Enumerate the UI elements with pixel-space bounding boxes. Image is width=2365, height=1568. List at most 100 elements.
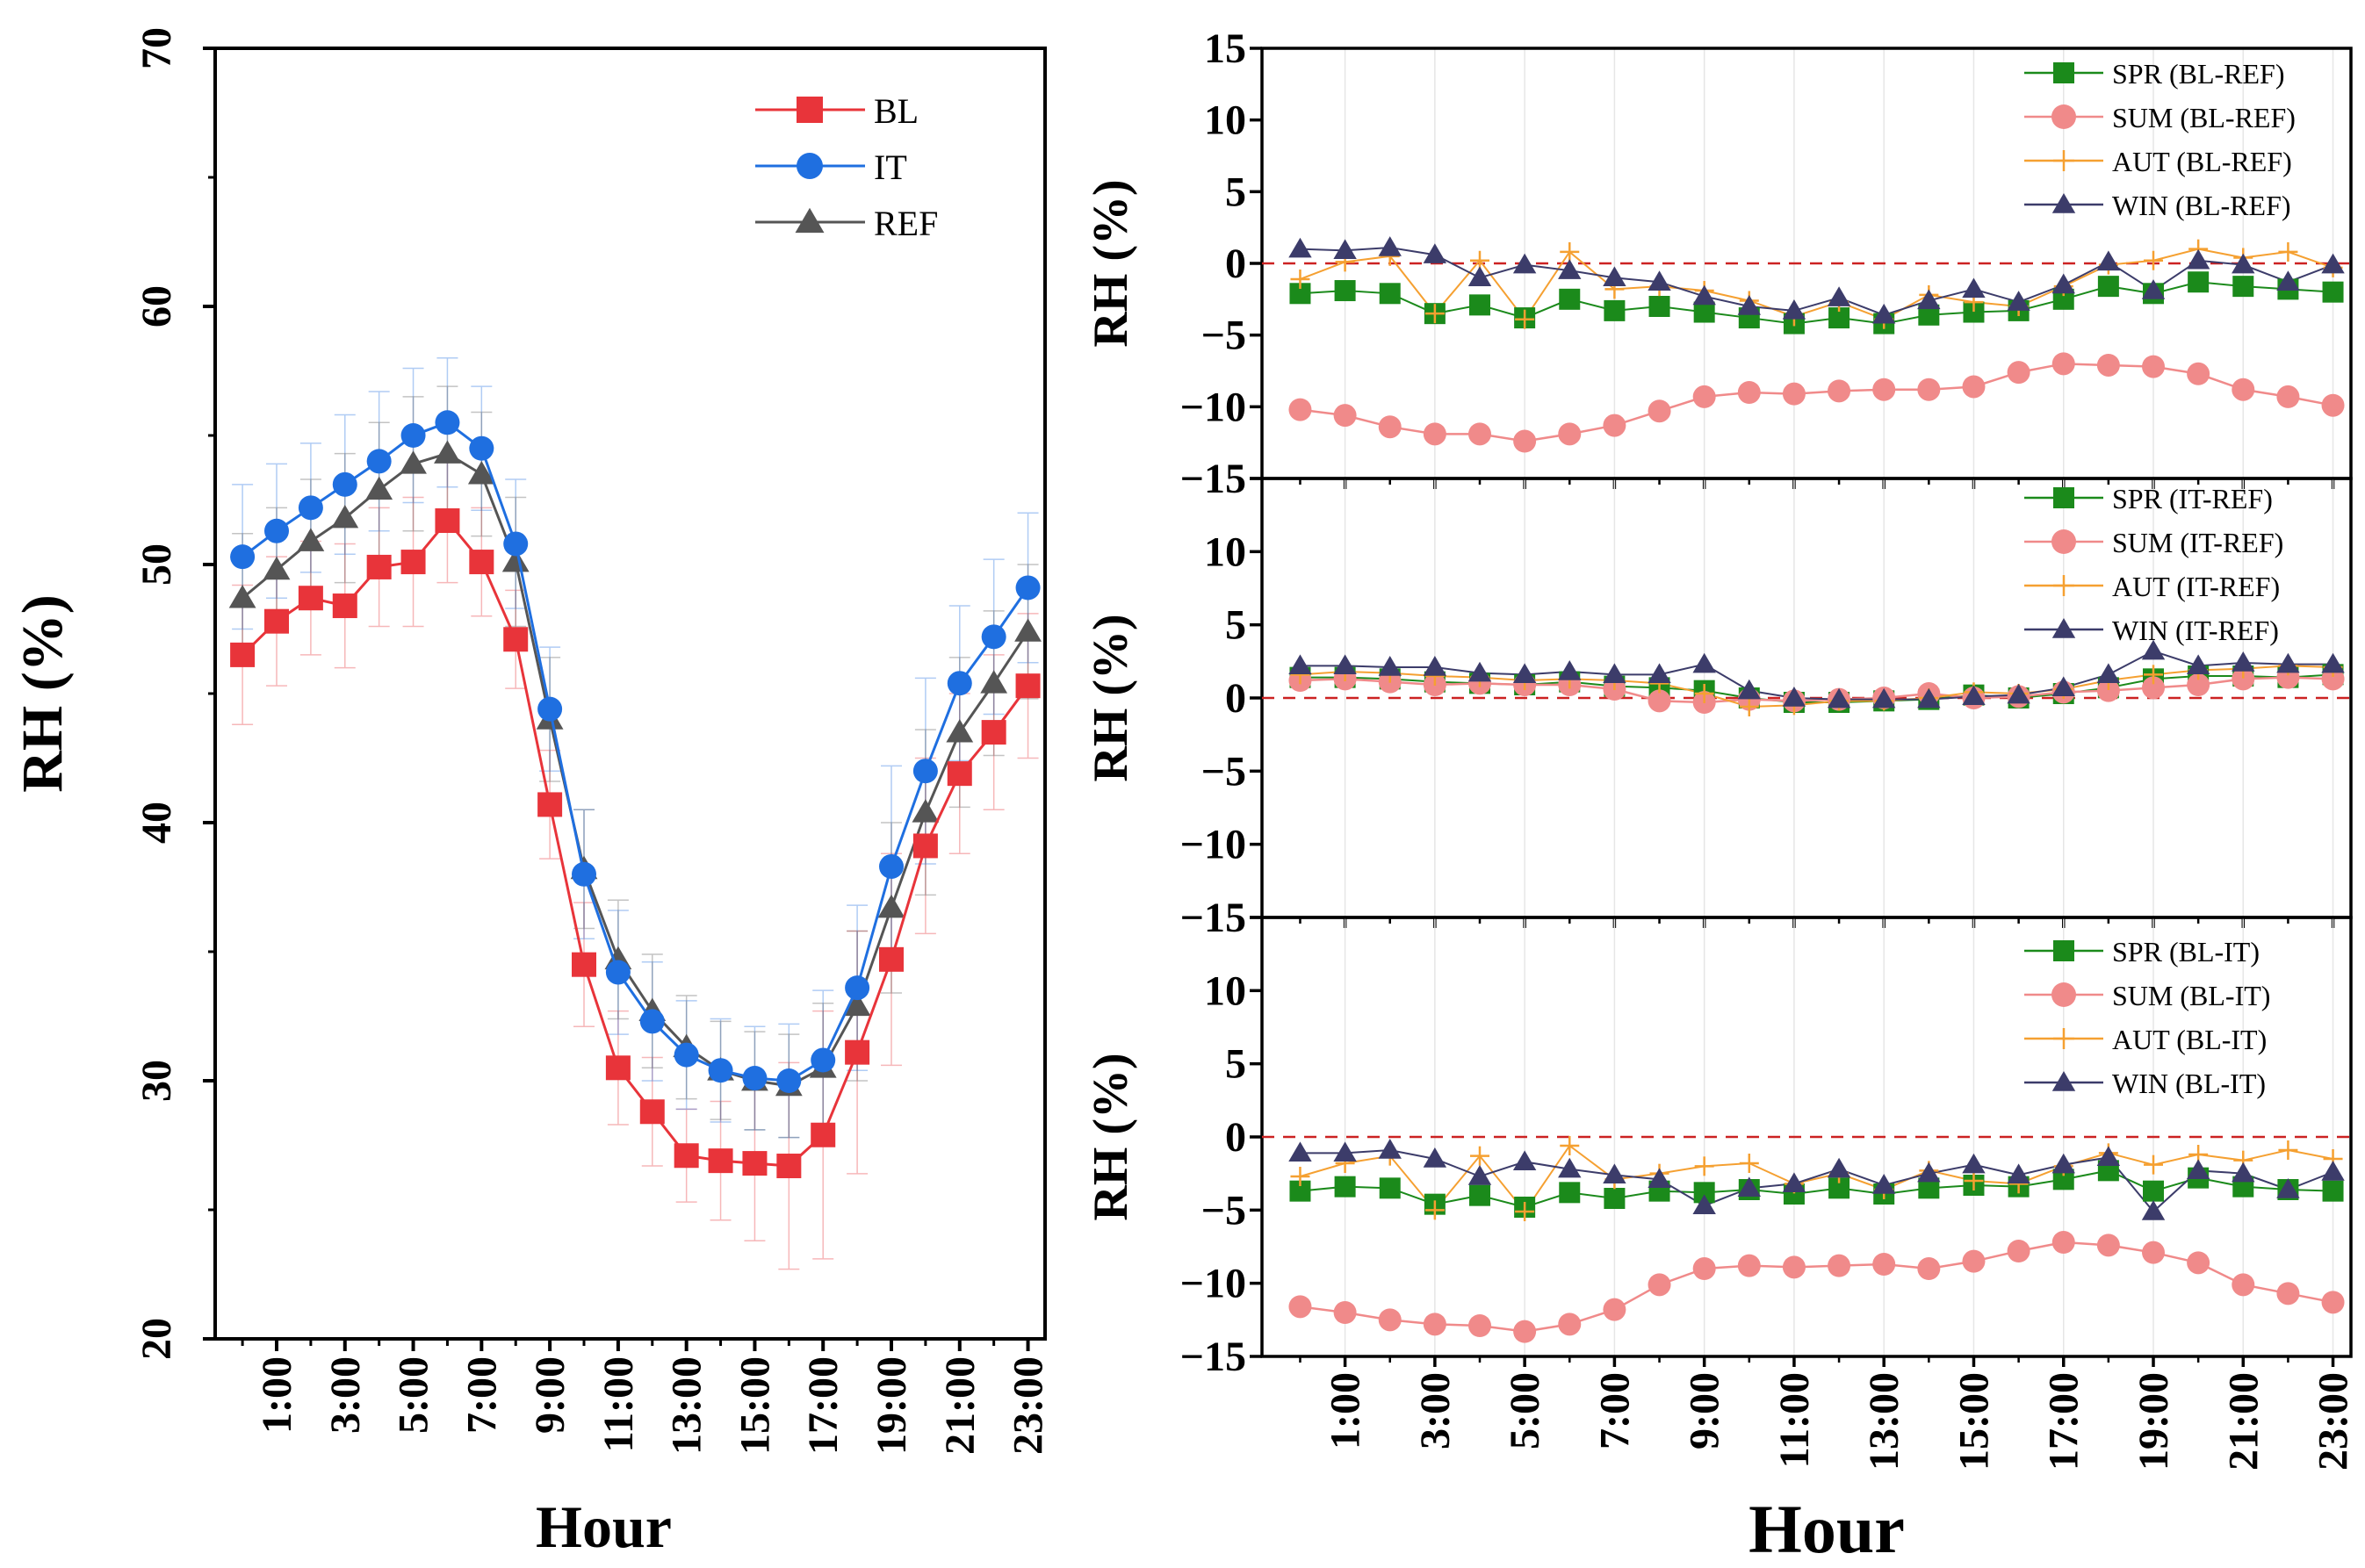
point-it	[776, 1068, 802, 1093]
y-tick-label: −15	[1180, 895, 1246, 941]
point-sum-bl-it-	[1828, 1254, 1851, 1277]
point-sum-it-ref-	[2142, 676, 2166, 700]
point-win-bl-it-	[1962, 1153, 1986, 1174]
point-win-bl-ref-	[1827, 286, 1851, 306]
legend-3: SPR (BL-IT) SUM (BL-IT) AUT (BL-IT) WIN (BL…	[2024, 936, 2270, 1099]
point-win-bl-ref-	[2096, 250, 2121, 271]
legend-marker	[2051, 529, 2076, 554]
point-sum-bl-it-	[2007, 1240, 2030, 1262]
point-win-bl-it-	[1692, 1194, 1716, 1215]
legend-label: SPR (IT-REF)	[2112, 483, 2273, 514]
point-bl	[845, 1039, 870, 1065]
point-win-it-ref-	[2232, 651, 2255, 672]
point-win-bl-it-	[2321, 1161, 2345, 1181]
x-tick-label-1500: 15:00	[732, 1356, 778, 1455]
y-tick-label: 10	[1204, 97, 1246, 144]
series-line-bl	[242, 518, 1029, 1168]
point-sum-bl-ref-	[2096, 353, 2120, 377]
legend-label-it: IT	[874, 147, 907, 187]
point-win-it-ref-	[1692, 652, 1716, 673]
x-tick-label-1900: 19:00	[2131, 1372, 2177, 1471]
point-ref	[946, 718, 974, 743]
y-tick-label: 0	[1225, 1114, 1246, 1161]
error-bars-it	[232, 357, 1039, 1139]
point-bl	[572, 952, 596, 977]
point-win-bl-ref-	[1962, 277, 1986, 298]
point-spr-bl-ref-	[1693, 301, 1715, 323]
point-win-bl-ref-	[1333, 239, 1357, 260]
legend-1: SPR (BL-REF) SUM (BL-REF) AUT (BL-REF) WIN …	[2024, 58, 2296, 221]
series-line-sum-bl-it-	[1300, 1241, 2333, 1333]
point-win-bl-ref-	[2232, 253, 2255, 274]
point-it	[572, 861, 596, 887]
point-aut-bl-ref-	[1290, 269, 1310, 289]
point-win-bl-ref-	[2141, 279, 2166, 299]
point-aut-bl-ref-	[1560, 241, 1580, 262]
point-sum-bl-it-	[2051, 1231, 2075, 1254]
point-win-it-ref-	[1423, 656, 1447, 676]
point-win-it-ref-	[2321, 652, 2345, 673]
y-axis-title: RH (%)	[1084, 614, 1138, 781]
y-tick-label-40: 40	[133, 802, 180, 844]
y-tick-label: 10	[1204, 967, 1246, 1014]
point-spr-bl-ref-	[1559, 288, 1581, 310]
point-bl	[776, 1154, 802, 1179]
legend-marker-bl	[797, 97, 823, 123]
point-it	[298, 495, 323, 521]
point-sum-bl-it-	[2232, 1273, 2255, 1297]
point-aut-bl-ref-	[2144, 250, 2164, 270]
legend-marker-ref	[795, 207, 825, 234]
point-ref	[263, 556, 291, 580]
x-axis-title: Hour	[536, 1493, 672, 1560]
point-sum-bl-ref-	[2232, 378, 2255, 401]
x-tick-label-300: 3:00	[322, 1356, 369, 1434]
y-tick-label: 10	[1204, 529, 1246, 575]
point-sum-bl-ref-	[2187, 362, 2210, 385]
point-sum-it-ref-	[2232, 667, 2255, 691]
point-sum-bl-it-	[1423, 1313, 1446, 1336]
y-tick-label: −5	[1201, 748, 1246, 795]
point-bl	[1015, 673, 1041, 699]
point-it	[879, 853, 904, 879]
point-sum-bl-ref-	[2007, 361, 2030, 385]
point-win-bl-it-	[1737, 1176, 1762, 1198]
y-tick-label-20: 20	[133, 1318, 180, 1360]
point-sum-bl-ref-	[1872, 378, 1896, 401]
point-win-bl-it-	[2232, 1162, 2255, 1183]
point-win-it-ref-	[1603, 663, 1626, 684]
point-win-bl-it-	[1512, 1150, 1537, 1171]
series-line-win-bl-it-	[1300, 1148, 2333, 1213]
point-sum-bl-ref-	[1828, 379, 1851, 403]
y-axis-title: RH (%)	[1084, 1053, 1138, 1220]
point-bl	[981, 720, 1006, 745]
point-win-bl-it-	[1603, 1163, 1626, 1184]
point-bl	[879, 946, 904, 972]
y-tick-label: −5	[1201, 313, 1246, 359]
point-aut-it-ref-	[1694, 684, 1714, 703]
point-win-bl-ref-	[2186, 248, 2210, 270]
point-bl	[947, 761, 972, 787]
point-win-bl-ref-	[1737, 295, 1762, 315]
point-it	[981, 624, 1006, 650]
point-win-bl-it-	[2051, 1153, 2075, 1174]
point-bl	[537, 792, 563, 817]
point-ref	[877, 894, 905, 918]
point-it	[1015, 575, 1041, 601]
point-bl	[674, 1143, 699, 1169]
point-win-bl-ref-	[1872, 303, 1896, 324]
point-win-bl-ref-	[1782, 298, 1806, 320]
point-ref	[331, 504, 359, 529]
y-tick-label: −5	[1201, 1187, 1246, 1234]
x-tick-label-500: 5:00	[1502, 1372, 1548, 1449]
point-sum-bl-ref-	[1737, 381, 1761, 404]
point-aut-bl-ref-	[2278, 241, 2298, 262]
point-spr-bl-it-	[2322, 1180, 2344, 1202]
point-spr-bl-ref-	[1469, 294, 1490, 316]
point-aut-bl-it-	[1290, 1167, 1310, 1186]
point-sum-bl-it-	[1558, 1313, 1582, 1336]
point-spr-bl-ref-	[1334, 280, 1356, 302]
point-win-bl-ref-	[1692, 284, 1716, 306]
x-tick-label-1100: 11:00	[1771, 1372, 1818, 1468]
y-tick-label: 0	[1225, 241, 1246, 287]
